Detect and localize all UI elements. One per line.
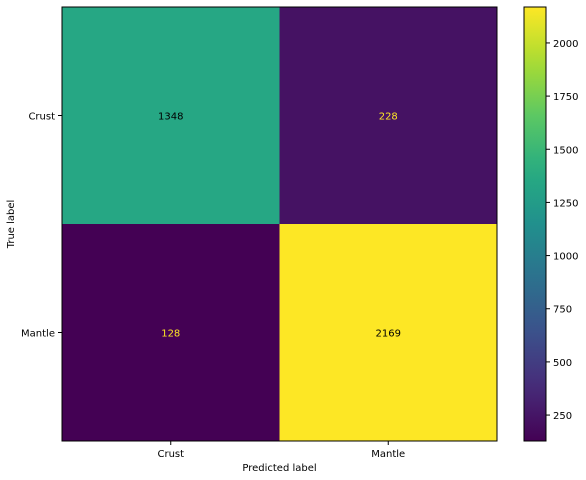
y-tick-label: Crust xyxy=(28,112,55,123)
y-axis-label: True label xyxy=(6,200,17,250)
heatmap-cell xyxy=(279,7,497,224)
colorbar-tick-label: 1000 xyxy=(553,252,578,263)
cell-value-labels: 1348 228 128 2169 xyxy=(158,112,401,340)
cell-value-label: 2169 xyxy=(376,329,401,340)
x-axis-label: Predicted label xyxy=(242,463,316,474)
x-tick-label: Mantle xyxy=(371,449,405,460)
colorbar-tick-label: 1250 xyxy=(553,198,578,209)
colorbar-tick-label: 1500 xyxy=(553,145,578,156)
heatmap-cell xyxy=(62,7,280,224)
colorbar-tick-label: 750 xyxy=(553,305,572,316)
plot-frame xyxy=(61,6,498,442)
y-axis-ticks: Crust Mantle xyxy=(21,112,62,340)
y-tick-label: Mantle xyxy=(21,329,55,340)
colorbar-tick-label: 2000 xyxy=(553,39,578,50)
heatmap-cell xyxy=(62,224,280,441)
colorbar-tick-label: 1750 xyxy=(553,92,578,103)
cell-value-label: 228 xyxy=(379,112,398,123)
cell-value-label: 1348 xyxy=(158,112,183,123)
colorbar-tick-label: 500 xyxy=(553,358,572,369)
x-tick-label: Crust xyxy=(157,449,184,460)
heatmap-cells xyxy=(62,7,497,441)
colorbar-ticks: 250 500 750 1000 1250 1500 1750 2000 xyxy=(546,39,578,422)
heatmap-cell xyxy=(279,224,497,441)
colorbar xyxy=(523,6,547,442)
colorbar-tick-label: 250 xyxy=(553,411,572,422)
cell-value-label: 128 xyxy=(161,329,180,340)
x-axis-ticks: Crust Mantle xyxy=(157,441,405,460)
